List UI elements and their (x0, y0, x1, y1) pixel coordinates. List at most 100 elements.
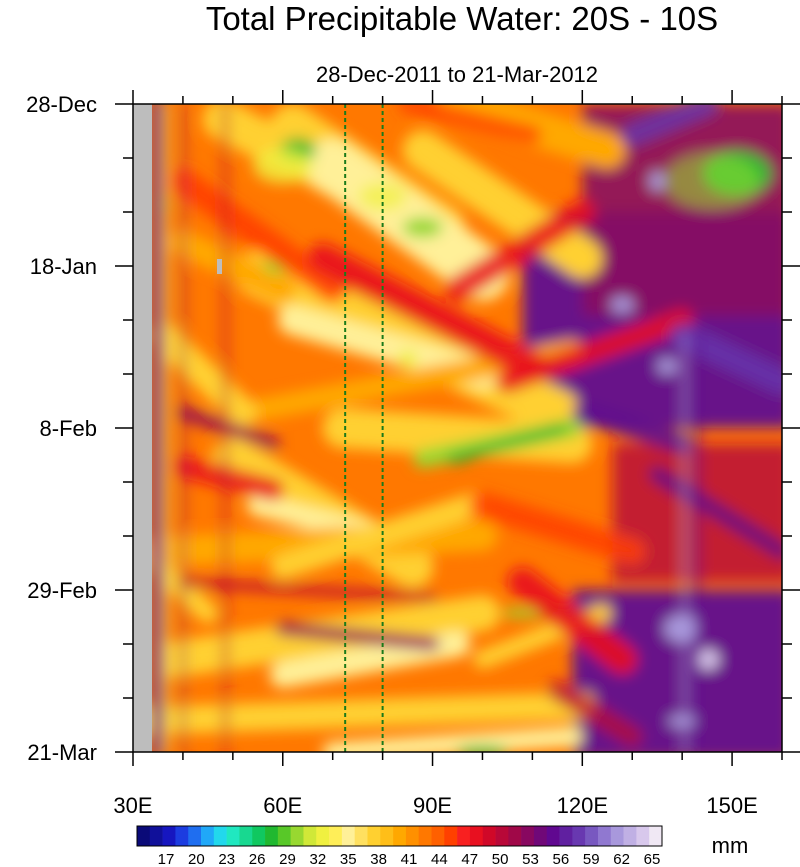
field-band (507, 567, 638, 675)
colorbar-swatch (508, 826, 522, 846)
field-blob (610, 296, 635, 313)
field-band (469, 492, 646, 565)
colorbar-swatch (597, 826, 612, 846)
colorbar-swatch (431, 826, 445, 846)
colorbar-swatch (252, 826, 266, 846)
colorbar-unit: mm (712, 833, 749, 858)
colorbar-swatch (175, 826, 189, 846)
precipitable-water-field (133, 104, 782, 752)
colorbar-swatch (469, 826, 484, 846)
colorbar-label: 56 (553, 851, 570, 867)
colorbar-swatch (610, 826, 624, 846)
chart-title: Total Precipitable Water: 20S - 10S (206, 0, 718, 37)
colorbar-swatch (213, 826, 227, 846)
colorbar-swatch (380, 826, 394, 846)
missing-data-patch (217, 259, 222, 274)
field-band (307, 243, 548, 382)
field-band (169, 168, 346, 303)
field-blob (668, 715, 697, 728)
colorbar-swatch (265, 826, 279, 846)
colorbar-label: 17 (158, 851, 175, 867)
colorbar-label: 62 (613, 851, 630, 867)
colorbar-swatch (239, 826, 253, 846)
colorbar-label: 65 (644, 851, 661, 867)
colorbar-swatch (482, 826, 496, 846)
colorbar-swatch (367, 826, 381, 846)
field-band (572, 402, 693, 454)
colorbar-label: 23 (218, 851, 235, 867)
land-mask (133, 104, 152, 752)
field-blob (664, 153, 761, 210)
colorbar-swatch (201, 826, 215, 846)
x-tick-label: 60E (263, 793, 302, 818)
colorbar-swatch (418, 826, 432, 846)
colorbar-label: 59 (583, 851, 600, 867)
field-band (447, 423, 568, 464)
field-band (305, 138, 510, 301)
field-band (496, 309, 694, 393)
colorbar-swatch (137, 826, 151, 846)
colorbar-swatch (354, 826, 368, 846)
field-band (398, 104, 542, 144)
colorbar-swatch (636, 826, 650, 846)
field-blob (456, 746, 509, 752)
colorbar-label: 47 (461, 851, 478, 867)
colorbar-label: 26 (249, 851, 266, 867)
field-band (148, 321, 257, 427)
y-tick-label: 29-Feb (27, 578, 97, 603)
field-band (133, 691, 597, 736)
colorbar-swatch (277, 826, 291, 846)
colorbar-swatch (162, 826, 176, 846)
colorbar-label: 44 (431, 851, 448, 867)
field-band (547, 680, 643, 747)
colorbar-swatch (393, 826, 407, 846)
field-blob (397, 350, 418, 367)
colorbar-swatch (149, 826, 163, 846)
colorbar-label: 38 (370, 851, 387, 867)
colorbar-label: 20 (188, 851, 205, 867)
chart-subtitle: 28-Dec-2011 to 21-Mar-2012 (316, 62, 598, 87)
field-band (620, 104, 720, 147)
y-tick-label: 21-Mar (27, 740, 97, 765)
colorbar-frame (136, 825, 663, 847)
colorbar-swatch (623, 826, 637, 846)
colorbar-swatch (316, 826, 330, 846)
colorbar-label: 29 (279, 851, 296, 867)
field-blob (402, 217, 443, 238)
field-band (270, 493, 485, 579)
field-blob (252, 147, 313, 184)
x-tick-label: 150E (706, 793, 757, 818)
colorbar-swatch (341, 826, 355, 846)
field-band (649, 466, 782, 560)
colorbar-swatch (444, 826, 458, 846)
colorbar-swatch (649, 826, 663, 846)
x-tick-label: 90E (413, 793, 452, 818)
colorbar-swatch (559, 826, 573, 846)
colorbar-label: 41 (401, 851, 418, 867)
colorbar-swatch (290, 826, 304, 846)
colorbar-label: 50 (492, 851, 509, 867)
field-blob (657, 358, 678, 375)
colorbar-swatch (188, 826, 202, 846)
field-band (322, 726, 583, 752)
colorbar-swatch (572, 826, 586, 846)
field-blob (664, 614, 701, 643)
colorbar-swatch (329, 826, 343, 846)
colorbar-swatch (585, 826, 599, 846)
field-band (275, 621, 440, 651)
colorbar-swatch (495, 826, 509, 846)
colorbar-swatch (303, 826, 317, 846)
y-tick-label: 8-Feb (40, 416, 97, 441)
colorbar-swatch (457, 826, 471, 846)
x-tick-label: 120E (557, 793, 608, 818)
colorbar-label: 32 (310, 851, 327, 867)
colorbar-swatch (546, 826, 560, 846)
colorbar-swatch (226, 826, 240, 846)
field-blob (649, 171, 666, 192)
y-tick-label: 28-Dec (26, 92, 97, 117)
colorbar-swatch (521, 826, 535, 846)
field-band (169, 229, 296, 303)
field-band (444, 199, 596, 303)
colorbar-swatch (405, 826, 420, 846)
